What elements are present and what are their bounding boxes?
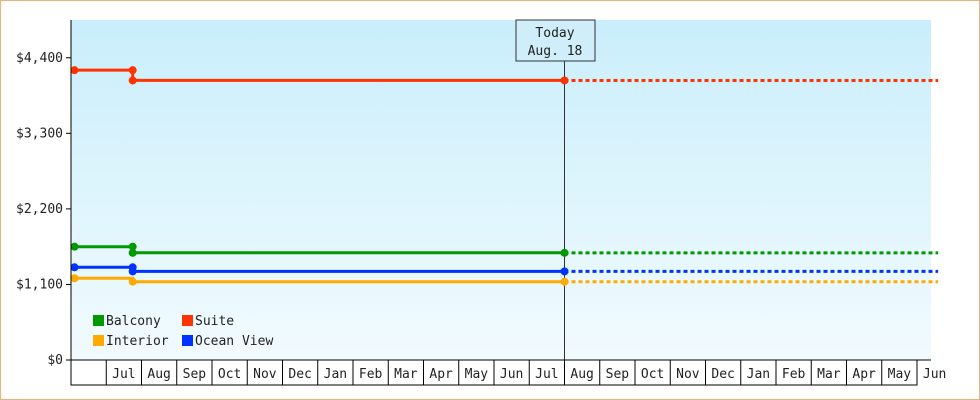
legend-swatch bbox=[93, 335, 104, 346]
series-point bbox=[128, 248, 137, 257]
y-tick-label: $1,100 bbox=[16, 277, 63, 292]
month-label: Mar bbox=[817, 367, 841, 382]
today-label: Today bbox=[535, 26, 574, 41]
y-tick-label: $3,300 bbox=[16, 126, 63, 141]
month-label: Jul bbox=[535, 367, 558, 382]
legend: Balcony Suite Interior Ocean View bbox=[93, 314, 273, 349]
month-label: Dec bbox=[288, 367, 311, 382]
series-point bbox=[70, 66, 79, 75]
month-label: Apr bbox=[429, 367, 453, 382]
legend-swatch bbox=[182, 335, 193, 346]
series-point bbox=[70, 242, 79, 251]
series-point bbox=[560, 76, 569, 85]
series-point bbox=[128, 267, 137, 276]
y-ticks: $0 $1,100 $2,200 $3,300 $4,400 bbox=[16, 51, 71, 368]
today-box bbox=[515, 19, 596, 62]
month-label: Aug bbox=[147, 367, 170, 382]
series-point bbox=[560, 277, 569, 286]
legend-swatch bbox=[93, 315, 104, 326]
series-point bbox=[70, 263, 79, 272]
month-label: Jan bbox=[747, 367, 770, 382]
month-label: Jun bbox=[923, 367, 946, 382]
month-label: Oct bbox=[641, 367, 664, 382]
series-line-actual bbox=[74, 68, 565, 82]
legend-label: Ocean View bbox=[195, 334, 273, 349]
month-label: Feb bbox=[359, 367, 383, 382]
series-point bbox=[128, 242, 137, 251]
series-points bbox=[70, 66, 569, 286]
month-label: Sep bbox=[606, 367, 630, 382]
month-label: Jul bbox=[112, 367, 135, 382]
month-label: May bbox=[888, 367, 912, 382]
y-tick-label: $0 bbox=[47, 353, 63, 368]
plot-area bbox=[71, 20, 931, 360]
series-point bbox=[128, 277, 137, 286]
month-label: Nov bbox=[253, 367, 277, 382]
month-label: Apr bbox=[852, 367, 876, 382]
legend-swatch bbox=[182, 315, 193, 326]
month-label: Oct bbox=[218, 367, 241, 382]
month-label: May bbox=[465, 367, 489, 382]
series-point bbox=[70, 274, 79, 283]
month-label: Feb bbox=[782, 367, 806, 382]
legend-label: Balcony bbox=[106, 314, 161, 329]
legend-label: Suite bbox=[195, 314, 234, 329]
y-tick-label: $4,400 bbox=[16, 51, 63, 66]
series-point bbox=[128, 66, 137, 75]
today-date: Aug. 18 bbox=[528, 44, 583, 59]
month-label: Jun bbox=[500, 367, 523, 382]
legend-label: Interior bbox=[106, 334, 169, 349]
month-label: Nov bbox=[676, 367, 700, 382]
month-label: Dec bbox=[711, 367, 734, 382]
today-marker: Today Aug. 18 bbox=[515, 19, 596, 360]
series-point bbox=[560, 248, 569, 257]
series-point bbox=[560, 267, 569, 276]
month-axis: Jul Aug Sep Oct Nov Dec Jan Feb Mar Apr May Jun Jul A… bbox=[105, 360, 946, 385]
series-point bbox=[128, 76, 137, 85]
month-label: Sep bbox=[183, 367, 207, 382]
y-tick-label: $2,200 bbox=[16, 202, 63, 217]
month-label: Aug bbox=[570, 367, 593, 382]
month-label: Jan bbox=[324, 367, 347, 382]
month-label: Mar bbox=[394, 367, 418, 382]
